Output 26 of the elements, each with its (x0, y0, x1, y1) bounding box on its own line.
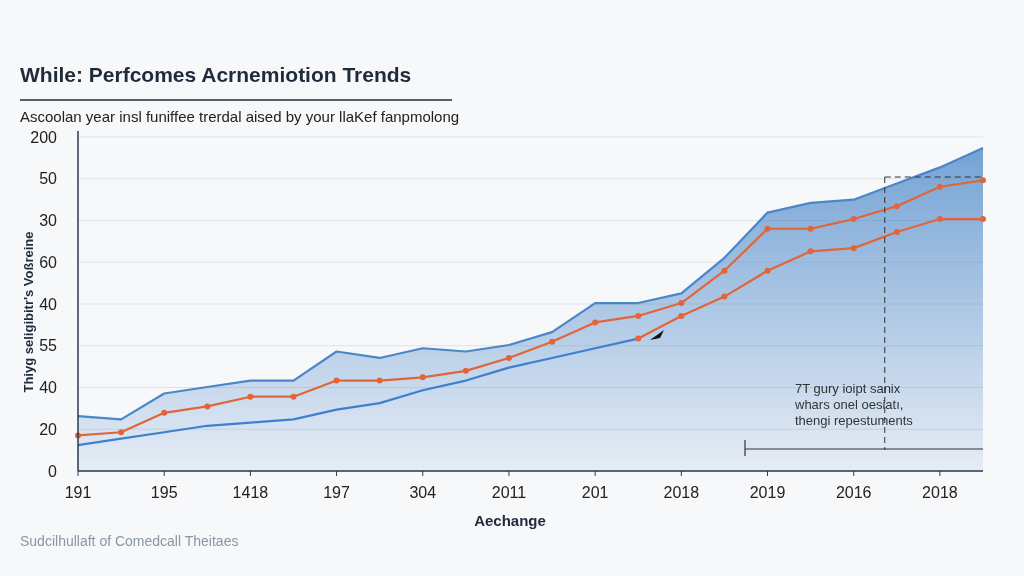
text: 40 (39, 295, 58, 313)
text: 200 (30, 128, 58, 146)
x-axis-title: Aechange (474, 512, 546, 529)
x-tick-label: 2018 (922, 484, 958, 501)
annotation: 7T gury ioipt sanix whars onel oesiatı, thengi repestuments (794, 381, 914, 428)
x-tick-label: 2019 (749, 484, 786, 501)
x-tick-label: 304 (409, 484, 437, 501)
text: 60 (39, 253, 58, 271)
x-tick-label: 195 (150, 484, 178, 501)
text: 40 (39, 379, 58, 397)
y-axis-title: Thiyg seligibitr's Voßreine (21, 231, 36, 393)
text: 0 (48, 462, 58, 480)
text: 55 (39, 337, 58, 355)
x-tick-label: 197 (323, 484, 351, 501)
x-tick-label: 201 (581, 484, 609, 501)
x-tick-label: 1418 (232, 484, 269, 501)
chart-title: While: Perfcomes Acrnemiotion Trends (20, 63, 412, 86)
x-tick-label: 2016 (835, 484, 872, 501)
chart-subtitle: Ascoolan year insl funiffee trerdal aised by your llaKef fanpmolong (20, 108, 460, 125)
text: Sudcilhullaft of Comedcall Theitaes (20, 533, 239, 549)
text: 20 (39, 420, 58, 438)
x-tick-label: 191 (64, 484, 92, 501)
x-tick-label: 2018 (663, 484, 700, 501)
text: 50 (39, 170, 58, 188)
text: 30 (39, 212, 58, 230)
x-tick-label: 2011 (491, 484, 527, 501)
